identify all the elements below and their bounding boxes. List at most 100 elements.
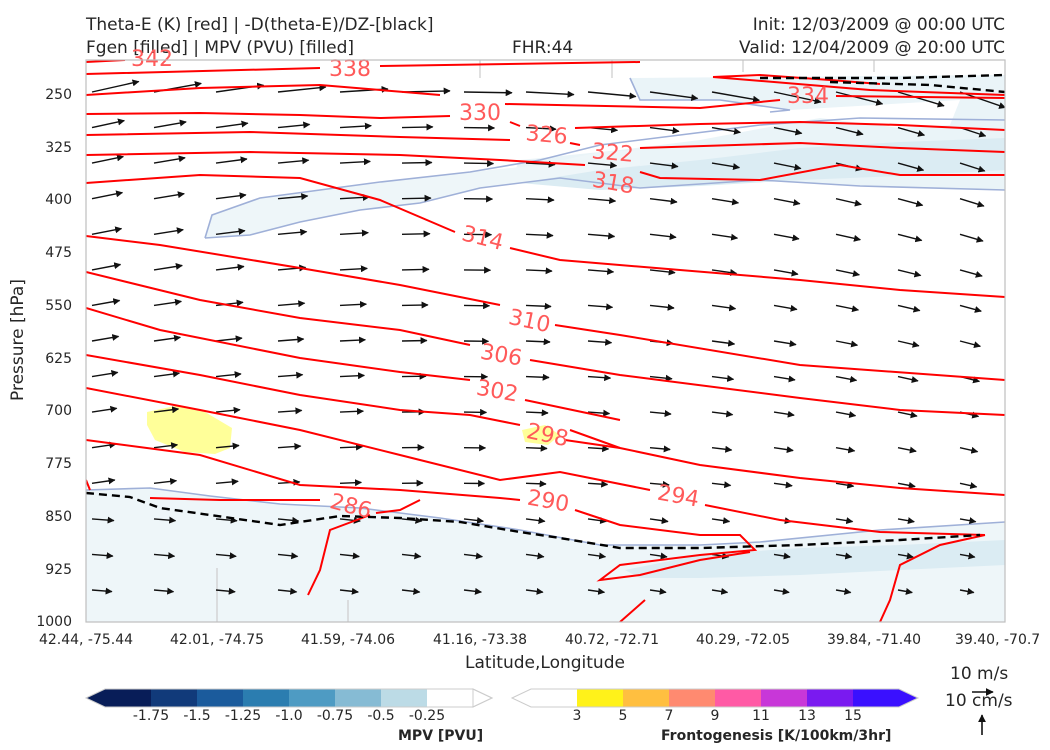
theta-e-contour (712, 73, 1005, 96)
x-tick: 42.44, -75.44 (38, 632, 134, 648)
y-tick: 775 (45, 456, 72, 472)
contour-label: 310 (506, 305, 552, 338)
wind-vector (91, 190, 124, 200)
stability-contours (86, 73, 1005, 550)
wind-vector (587, 303, 614, 311)
wind-vector (773, 587, 790, 595)
fgen-fill (147, 406, 232, 454)
wind-vector (91, 516, 115, 524)
wind-vector (153, 370, 180, 378)
wind-vector (215, 371, 242, 379)
wind-vector (835, 411, 857, 418)
wind-vector (773, 198, 801, 206)
wind-vector (649, 587, 667, 595)
wind-vector (773, 304, 798, 312)
wind-vector (649, 517, 669, 525)
y-tick: 400 (45, 192, 72, 208)
theta-e-contour (86, 150, 1005, 182)
wind-vector (277, 443, 302, 451)
wind-vector (339, 552, 360, 560)
wind-vector (711, 91, 760, 103)
wind-vector (773, 375, 796, 383)
wind-vector (773, 410, 795, 418)
wind-vector (153, 406, 180, 414)
wind-vector (649, 268, 676, 276)
wind-vector (773, 126, 803, 136)
contour-label: 294 (655, 481, 701, 513)
wind-vector (339, 443, 363, 451)
wind-vector (525, 409, 549, 417)
mpv-colorbar-bin (335, 689, 381, 707)
wind-vector (835, 517, 854, 525)
wind-vector (897, 91, 945, 108)
mpv-colorbar-tick: -1.5 (183, 708, 211, 724)
wind-vector (215, 192, 247, 200)
fgen-colorbar-tick: 15 (844, 708, 862, 724)
theta-e-contour (86, 61, 641, 75)
wind-vector (339, 193, 370, 201)
fgen-colorbar-tick: 11 (752, 708, 770, 724)
wind-vector (339, 158, 371, 166)
wind-vector (835, 340, 859, 348)
fgen-colorbar-bin (577, 689, 623, 707)
mpv-contour (86, 487, 1005, 546)
wind-vector (525, 373, 550, 381)
wind-vector (463, 89, 513, 97)
mpv-colorbar-tick: -1.25 (224, 708, 262, 724)
wind-vector (91, 334, 120, 342)
wind-vector (339, 587, 359, 595)
wind-vector (649, 91, 699, 102)
wind-vector (773, 481, 793, 489)
vertical-reference-label: 10 cm/s (945, 691, 1013, 711)
mpv-colorbar-extend-high (472, 688, 494, 708)
wind-vector (339, 336, 366, 344)
wind-vector (897, 446, 917, 454)
theta-e-contour (86, 387, 986, 536)
wind-vector (959, 269, 983, 278)
x-tick: 39.40, -70.7 (955, 632, 1041, 648)
mpv-colorbar-tick: -1.75 (132, 708, 170, 724)
contour-label: 306 (478, 340, 524, 372)
wind-vector (525, 231, 554, 239)
wind-vector (587, 480, 609, 488)
x-tick: 42.01, -74.75 (169, 632, 265, 648)
fgen-colorbar-tick: 7 (664, 708, 674, 724)
mpv-contour (204, 177, 1005, 239)
wind-vector (401, 159, 433, 167)
wind-vector (773, 233, 800, 242)
wind-vector (401, 265, 430, 273)
wind-vector (835, 304, 860, 313)
y-tick: 625 (45, 351, 72, 367)
wind-vector (649, 126, 680, 134)
wind-vector (587, 587, 606, 595)
theta-e-contour (86, 271, 1005, 416)
wind-vector (587, 552, 607, 560)
wind-vector (277, 371, 304, 379)
wind-vector (897, 269, 922, 278)
wind-vector (153, 442, 179, 450)
chart-title-line2: Fgen [filled] | MPV (PVU) [filled] (86, 38, 355, 58)
wind-vector (215, 587, 236, 595)
wind-vector (153, 263, 183, 271)
wind-vector (711, 339, 736, 347)
contour-label: 314 (459, 221, 506, 255)
forecast-hour: FHR:44 (512, 38, 574, 58)
fgen-colorbar-tick: 9 (710, 708, 720, 724)
mpv-fill-lower-dark (625, 540, 1005, 578)
wind-vector (215, 120, 249, 129)
fgen-colorbar-tick: 13 (798, 708, 816, 724)
mpv-fill-lower (86, 488, 1005, 622)
wind-vector (711, 375, 735, 382)
fgen-colorbar-bin (531, 689, 577, 707)
fgen-colorbar-extend-high (899, 689, 918, 707)
wind-vector (649, 374, 673, 382)
wind-vector (153, 298, 182, 307)
contour-labels: 342 338 334 330 326 322 318 314 310 306 … (131, 47, 829, 524)
wind-vector (339, 407, 364, 415)
wind-vector (401, 337, 428, 345)
x-tick: 40.29, -72.05 (695, 632, 791, 648)
wind-vector (277, 587, 298, 595)
wind-vector (835, 552, 853, 560)
wind-vector (277, 552, 299, 560)
wind-vector (525, 517, 546, 524)
